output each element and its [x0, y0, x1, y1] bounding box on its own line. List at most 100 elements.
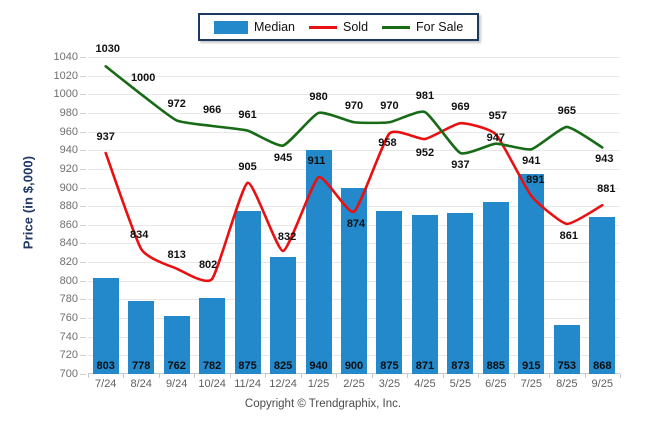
x-axis-tick-label: 2/25 — [343, 378, 365, 390]
x-axis-tick-mark — [336, 374, 338, 378]
y-axis-tick-label: 860 — [59, 218, 78, 231]
y-axis-tick-label: 960 — [59, 125, 78, 138]
y-axis-tick-mark — [80, 374, 86, 375]
y-axis-tick-label: 1000 — [53, 88, 78, 101]
point-value-label: 958 — [378, 137, 397, 150]
point-value-label: 861 — [559, 229, 578, 242]
y-axis-tick-mark — [80, 318, 86, 320]
point-value-label: 970 — [380, 100, 399, 113]
y-axis-tick-mark — [80, 168, 86, 170]
point-value-label: 941 — [522, 155, 541, 168]
bar-median[interactable] — [553, 324, 580, 374]
y-axis-tick-label: 940 — [59, 144, 78, 157]
y-axis-tick-mark — [80, 57, 86, 58]
point-value-label: 937 — [451, 159, 470, 172]
x-axis-tick-label: 8/25 — [556, 378, 578, 390]
y-axis-tick-label: 700 — [59, 368, 78, 380]
bar-value-label: 753 — [557, 360, 576, 372]
point-value-label: 911 — [307, 155, 326, 168]
bar-median[interactable] — [341, 187, 367, 374]
y-axis-tick-mark — [80, 112, 86, 114]
bar-median[interactable] — [482, 201, 509, 374]
bar-median[interactable] — [163, 316, 190, 374]
point-value-label: 970 — [344, 100, 364, 113]
y-axis-tick-label: 760 — [59, 312, 78, 325]
gridline — [88, 57, 620, 58]
bar-median[interactable] — [270, 257, 297, 374]
bar-median[interactable] — [447, 212, 474, 374]
y-axis-tick-label: 980 — [59, 106, 78, 119]
x-axis-tick-label: 1/25 — [307, 378, 330, 390]
x-axis-tick-mark — [371, 374, 373, 378]
bar-median[interactable] — [234, 210, 261, 374]
legend-item-for-sale[interactable]: For Sale — [382, 21, 463, 34]
point-value-label: 1000 — [130, 72, 156, 85]
bar-value-label: 873 — [451, 360, 470, 372]
bar-median[interactable] — [92, 277, 119, 374]
legend-label: Median — [254, 19, 295, 34]
x-axis-tick-mark — [620, 374, 621, 378]
bar-value-label: 825 — [273, 360, 293, 372]
line-for-sale[interactable] — [104, 65, 604, 155]
point-value-label: 891 — [526, 173, 545, 186]
x-axis-tick-mark — [265, 374, 267, 378]
y-axis-tick-mark — [80, 243, 86, 245]
x-axis-tick-label: 11/24 — [234, 378, 261, 390]
x-axis-tick-mark — [584, 374, 586, 378]
point-value-label: 802 — [198, 258, 218, 271]
bar-value-label: 803 — [96, 360, 115, 372]
x-axis-tick-label: 7/24 — [95, 378, 117, 390]
y-axis-tick-mark — [80, 131, 86, 133]
legend-swatch-line-icon — [309, 25, 337, 29]
point-value-label: 874 — [346, 217, 366, 230]
legend-item-median[interactable]: Median — [214, 19, 295, 34]
bar-value-label: 885 — [486, 360, 506, 372]
point-value-label: 943 — [595, 153, 614, 166]
x-axis-tick-label: 3/25 — [378, 378, 401, 390]
y-axis-tick-mark — [80, 299, 86, 301]
legend-swatch-line-icon — [382, 25, 411, 29]
line-sold[interactable] — [104, 121, 604, 282]
point-value-label: 947 — [486, 131, 506, 144]
legend-swatch-bar-icon — [214, 20, 248, 34]
bar-median[interactable] — [305, 150, 332, 374]
copyright-notice: Copyright © Trendgraphix, Inc. — [244, 398, 402, 410]
point-value-label: 957 — [488, 110, 508, 123]
x-axis-tick-mark — [88, 374, 89, 378]
point-value-label: 952 — [415, 147, 435, 160]
y-axis-tick-mark — [80, 280, 86, 282]
bar-median[interactable] — [589, 217, 616, 374]
legend-item-sold[interactable]: Sold — [309, 21, 368, 34]
bar-value-label: 782 — [202, 360, 222, 372]
y-axis-tick-label: 720 — [59, 349, 78, 362]
y-axis-tick-label: 780 — [59, 293, 78, 306]
x-axis-tick-label: 7/25 — [520, 378, 543, 390]
x-axis-tick-label: 5/25 — [449, 378, 472, 390]
point-value-label: 961 — [238, 108, 257, 121]
bar-median[interactable] — [376, 210, 403, 374]
y-axis-tick-label: 1040 — [53, 51, 78, 63]
gridline — [88, 150, 620, 152]
x-axis-tick-label: 4/25 — [414, 378, 436, 390]
y-axis-tick-mark — [80, 150, 86, 152]
y-axis-tick-mark — [80, 94, 86, 96]
bar-value-label: 868 — [593, 360, 612, 372]
x-axis-tick-mark — [442, 374, 444, 378]
y-axis-tick-mark — [80, 224, 86, 226]
gridline — [88, 112, 620, 114]
point-value-label: 937 — [96, 131, 115, 144]
bar-median[interactable] — [199, 297, 226, 374]
point-value-label: 980 — [309, 90, 328, 103]
legend-label: For Sale — [416, 19, 464, 34]
line-series-layer — [104, 65, 604, 282]
bar-median[interactable] — [128, 301, 155, 374]
bar-median[interactable] — [518, 173, 545, 374]
bar-value-label: 778 — [132, 360, 151, 372]
bar-median[interactable] — [411, 214, 438, 374]
y-axis-tick-mark — [80, 336, 86, 338]
bar-value-label: 875 — [380, 360, 399, 372]
y-axis-tick-label: 840 — [59, 237, 78, 250]
gridline — [88, 131, 620, 133]
point-value-label: 832 — [277, 230, 297, 243]
